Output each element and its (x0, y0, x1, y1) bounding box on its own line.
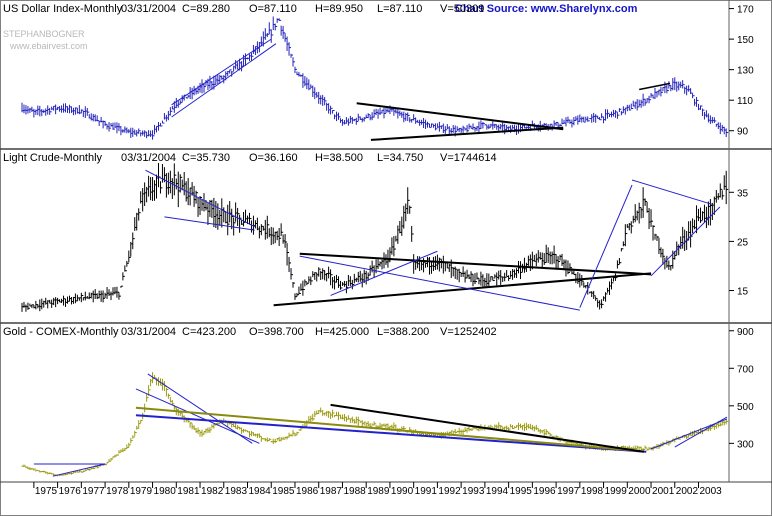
gold-header-field-0: Gold - COMEX-Monthly (3, 326, 119, 338)
crude-trendline (299, 255, 580, 311)
usd-trendline (171, 38, 272, 106)
year-label-1986: 1986 (296, 486, 319, 497)
crude-header-field-2: C=35.730 (182, 152, 230, 164)
year-label-1990: 1990 (391, 486, 414, 497)
gold-header-field-1: 03/31/2004 (121, 326, 176, 338)
usd-ytick-label: 150 (737, 35, 754, 46)
year-label-1991: 1991 (415, 486, 438, 497)
usd-header-field-0: US Dollar Index-Monthly (3, 3, 123, 15)
year-label-1989: 1989 (367, 486, 390, 497)
year-label-1983: 1983 (225, 486, 248, 497)
usd-trendline (639, 82, 671, 91)
year-label-1982: 1982 (201, 486, 224, 497)
year-label-1984: 1984 (249, 486, 272, 497)
gold-ytick-label: 300 (737, 439, 754, 450)
usd-trendline (171, 43, 277, 118)
watermark-name: STEPHANBOGNER (3, 29, 85, 39)
year-label-2002: 2002 (676, 486, 699, 497)
year-label-1981: 1981 (177, 486, 200, 497)
year-label-1988: 1988 (343, 486, 366, 497)
crude-header-field-6: V=1744614 (440, 152, 497, 164)
gold-panel: 300 500 700 900 (21, 327, 754, 477)
gold-header-field-3: O=398.700 (249, 326, 304, 338)
crude-panel: 15 25 35 (21, 162, 749, 312)
crude-trendline (631, 179, 713, 206)
usd-trendline (356, 102, 564, 131)
usd-ytick-label: 130 (737, 66, 754, 77)
watermark-url: www.ebairvest.com (9, 41, 88, 51)
crude-ytick-label: 15 (737, 287, 749, 298)
year-label-2000: 2000 (628, 486, 651, 497)
year-label-2003: 2003 (700, 486, 723, 497)
year-label-1994: 1994 (486, 486, 509, 497)
gold-header-field-5: L=388.200 (377, 326, 429, 338)
year-label-1998: 1998 (581, 486, 604, 497)
crude-header-field-0: Light Crude-Monthly (3, 152, 103, 164)
year-label-1979: 1979 (130, 486, 153, 497)
crude-trendline (273, 272, 652, 307)
crude-ytick-label: 35 (737, 188, 749, 199)
gold-trendline (52, 463, 106, 477)
usd-panel: 90 110 130 150 170 (21, 5, 754, 141)
year-label-1995: 1995 (510, 486, 533, 497)
year-label-1978: 1978 (106, 486, 129, 497)
gold-ytick-label: 900 (737, 327, 754, 338)
year-label-1992: 1992 (438, 486, 461, 497)
gold-trendline (674, 416, 728, 448)
year-label-1977: 1977 (82, 486, 105, 497)
gold-ytick-label: 500 (737, 402, 754, 413)
crude-header-field-1: 03/31/2004 (121, 152, 176, 164)
crude-header-field-3: O=36.160 (249, 152, 298, 164)
gold-trendline (330, 403, 645, 453)
gold-ytick-label: 700 (737, 364, 754, 375)
usd-header-field-4: H=89.950 (315, 3, 363, 15)
year-label-1996: 1996 (533, 486, 556, 497)
usd-ytick-label: 110 (737, 96, 753, 107)
gold-header-field-2: C=423.200 (182, 326, 236, 338)
crude-trendline (330, 250, 438, 296)
usd-ytick-label: 170 (737, 5, 754, 16)
year-label-1980: 1980 (154, 486, 177, 497)
gold-header-field-6: V=1252402 (440, 326, 497, 338)
usd-header-field-2: C=89.280 (182, 3, 230, 15)
gold-trendline (147, 373, 253, 444)
crude-trendline (145, 169, 255, 228)
usd-trendline (370, 126, 564, 141)
year-label-1985: 1985 (272, 486, 295, 497)
crude-trendline (650, 206, 721, 277)
year-label-1987: 1987 (320, 486, 343, 497)
gold-trendline (135, 406, 640, 452)
usd-header-field-6: V=50309 (440, 3, 484, 15)
crude-trendline (164, 216, 255, 231)
year-label-1975: 1975 (35, 486, 58, 497)
crude-header: Light Crude-Monthly 03/31/2004 C=35.730 O=3… (3, 152, 497, 164)
year-axis: 1975 1976 1977 1978 1979 1980 1981 1982 1983 1984… (33, 482, 723, 497)
chart-source: Chart Source: www.Sharelynx.com (455, 3, 638, 15)
usd-header-field-3: O=87.110 (249, 3, 297, 15)
year-label-1976: 1976 (59, 486, 82, 497)
crude-header-field-5: L=34.750 (377, 152, 423, 164)
gold-trendline (135, 414, 647, 453)
crude-trendline (299, 252, 652, 276)
usd-header-field-1: 03/31/2004 (121, 3, 176, 15)
crude-header-field-4: H=38.500 (315, 152, 363, 164)
year-label-1993: 1993 (462, 486, 485, 497)
year-label-1997: 1997 (557, 486, 580, 497)
gold-header: Gold - COMEX-Monthly 03/31/2004 C=423.200 O… (3, 326, 497, 338)
crude-ytick-label: 25 (737, 237, 749, 248)
year-label-2001: 2001 (652, 486, 675, 497)
usd-header-field-5: L=87.110 (377, 3, 422, 15)
crude-trendline (579, 184, 633, 308)
gold-header-field-4: H=425.000 (315, 326, 369, 338)
usd-ytick-label: 90 (737, 127, 749, 138)
year-label-1999: 1999 (605, 486, 628, 497)
